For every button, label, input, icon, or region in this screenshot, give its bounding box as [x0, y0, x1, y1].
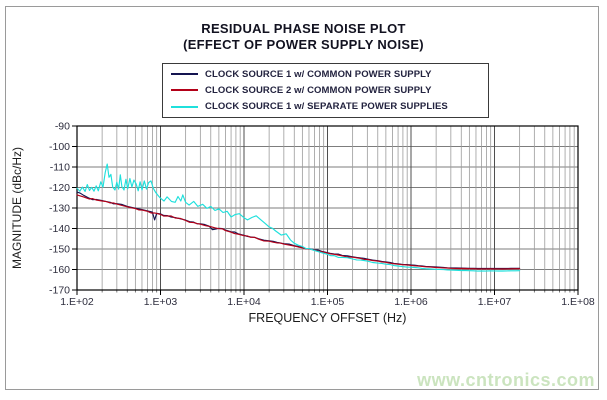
svg-text:1.E+03: 1.E+03: [144, 296, 178, 308]
svg-text:-160: -160: [49, 264, 70, 276]
series-line-3: [76, 163, 521, 272]
svg-text:-90: -90: [55, 121, 70, 133]
axes: [72, 125, 579, 295]
svg-text:-150: -150: [49, 244, 70, 256]
svg-text:-170: -170: [49, 285, 70, 297]
svg-text:1.E+02: 1.E+02: [60, 296, 94, 308]
legend-item: CLOCK SOURCE 1 w/ SEPARATE POWER SUPPLIE…: [171, 101, 488, 112]
series-line-1: [76, 191, 521, 270]
gridlines: [77, 126, 578, 293]
chart-legend: CLOCK SOURCE 1 w/ COMMON POWER SUPPLY CL…: [162, 63, 489, 118]
watermark-text: www.cntronics.com: [417, 370, 595, 390]
series3-line-swatch: [171, 105, 198, 108]
series-line-2: [76, 194, 521, 270]
legend-item: CLOCK SOURCE 1 w/ COMMON POWER SUPPLY: [171, 69, 488, 80]
svg-text:1.E+06: 1.E+06: [394, 296, 428, 308]
svg-text:1.E+05: 1.E+05: [311, 296, 345, 308]
svg-text:-140: -140: [49, 223, 70, 235]
svg-text:1.E+04: 1.E+04: [227, 296, 261, 308]
series2-line-swatch: [171, 89, 198, 92]
svg-text:-120: -120: [49, 182, 70, 194]
legend-item: CLOCK SOURCE 2 w/ COMMON POWER SUPPLY: [171, 85, 488, 96]
svg-text:1.E+08: 1.E+08: [561, 296, 595, 308]
svg-text:1.E+07: 1.E+07: [478, 296, 512, 308]
chart-title-block: RESIDUAL PHASE NOISE PLOT (EFFECT OF POW…: [0, 21, 607, 53]
svg-text:-100: -100: [49, 141, 70, 153]
legend-label-series2: CLOCK SOURCE 2 w/ COMMON POWER SUPPLY: [205, 84, 432, 96]
chart-subtitle: (EFFECT OF POWER SUPPLY NOISE): [183, 37, 424, 52]
svg-text:-130: -130: [49, 203, 70, 215]
legend-label-series3: CLOCK SOURCE 1 w/ SEPARATE POWER SUPPLIE…: [205, 101, 448, 113]
chart-title: RESIDUAL PHASE NOISE PLOT: [201, 21, 406, 36]
x-axis-title: FREQUENCY OFFSET (Hz): [249, 311, 407, 325]
axis-tick-labels: -90-100-110-120-130-140-150-160-1701.E+0…: [49, 121, 595, 309]
series1-line-swatch: [171, 73, 198, 76]
legend-label-series1: CLOCK SOURCE 1 w/ COMMON POWER SUPPLY: [205, 68, 432, 80]
svg-text:-110: -110: [50, 162, 70, 174]
y-axis-title: MAGNITUDE (dBc/Hz): [10, 147, 24, 269]
